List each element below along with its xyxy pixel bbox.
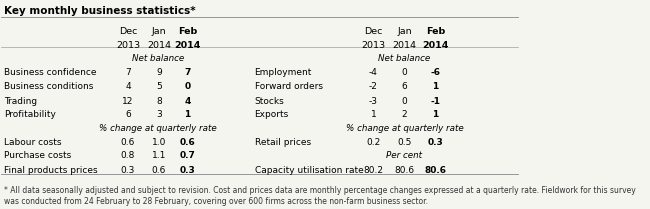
Text: Dec: Dec [119, 27, 137, 36]
Text: 0.3: 0.3 [121, 166, 135, 175]
Text: 1: 1 [432, 82, 439, 91]
Text: 7: 7 [125, 68, 131, 77]
Text: Business conditions: Business conditions [4, 82, 94, 91]
Text: Exports: Exports [255, 110, 289, 119]
Text: 1: 1 [432, 110, 439, 119]
Text: 2014: 2014 [393, 41, 417, 50]
Text: 2: 2 [402, 110, 408, 119]
Text: 6: 6 [402, 82, 408, 91]
Text: 0: 0 [402, 97, 408, 106]
Text: Profitability: Profitability [4, 110, 56, 119]
Text: -3: -3 [369, 97, 378, 106]
Text: 0.2: 0.2 [367, 138, 380, 147]
Text: 2013: 2013 [116, 41, 140, 50]
Text: Feb: Feb [178, 27, 197, 36]
Text: 0.8: 0.8 [121, 151, 135, 160]
Text: 2014: 2014 [174, 41, 201, 50]
Text: 1.0: 1.0 [152, 138, 166, 147]
Text: Net balance: Net balance [131, 54, 184, 63]
Text: Purchase costs: Purchase costs [4, 151, 72, 160]
Text: 4: 4 [125, 82, 131, 91]
Text: -4: -4 [369, 68, 378, 77]
Text: 1: 1 [370, 110, 376, 119]
Text: Trading: Trading [4, 97, 37, 106]
Text: -1: -1 [430, 97, 441, 106]
Text: 80.2: 80.2 [363, 166, 383, 175]
Text: Dec: Dec [364, 27, 383, 36]
Text: 4: 4 [184, 97, 190, 106]
Text: 2014: 2014 [422, 41, 448, 50]
Text: 1.1: 1.1 [152, 151, 166, 160]
Text: % change at quarterly rate: % change at quarterly rate [346, 124, 463, 133]
Text: Employment: Employment [255, 68, 312, 77]
Text: 6: 6 [125, 110, 131, 119]
Text: 7: 7 [184, 68, 190, 77]
Text: 9: 9 [156, 68, 162, 77]
Text: 2013: 2013 [361, 41, 385, 50]
Text: Capacity utilisation rate: Capacity utilisation rate [255, 166, 363, 175]
Text: -2: -2 [369, 82, 378, 91]
Text: Jan: Jan [397, 27, 411, 36]
Text: Jan: Jan [151, 27, 166, 36]
Text: Retail prices: Retail prices [255, 138, 311, 147]
Text: 0.6: 0.6 [152, 166, 166, 175]
Text: 2014: 2014 [147, 41, 171, 50]
Text: 0.3: 0.3 [179, 166, 195, 175]
Text: 80.6: 80.6 [424, 166, 447, 175]
Text: 0: 0 [402, 68, 408, 77]
Text: 0.6: 0.6 [121, 138, 135, 147]
Text: 80.6: 80.6 [395, 166, 415, 175]
Text: Key monthly business statistics*: Key monthly business statistics* [4, 6, 196, 16]
Text: -6: -6 [430, 68, 441, 77]
Text: 12: 12 [122, 97, 134, 106]
Text: % change at quarterly rate: % change at quarterly rate [99, 124, 216, 133]
Text: 3: 3 [156, 110, 162, 119]
Text: 0.6: 0.6 [179, 138, 195, 147]
Text: Labour costs: Labour costs [4, 138, 62, 147]
Text: * All data seasonally adjusted and subject to revision. Cost and prices data are: * All data seasonally adjusted and subje… [4, 186, 636, 205]
Text: 5: 5 [156, 82, 162, 91]
Text: 0.5: 0.5 [397, 138, 411, 147]
Text: Business confidence: Business confidence [4, 68, 96, 77]
Text: Per cent: Per cent [386, 151, 422, 160]
Text: 1: 1 [185, 110, 190, 119]
Text: Final products prices: Final products prices [4, 166, 98, 175]
Text: Stocks: Stocks [255, 97, 284, 106]
Text: 0.3: 0.3 [428, 138, 443, 147]
Text: 0.7: 0.7 [179, 151, 196, 160]
Text: 0: 0 [185, 82, 190, 91]
Text: Net balance: Net balance [378, 54, 430, 63]
Text: 8: 8 [156, 97, 162, 106]
Text: Forward orders: Forward orders [255, 82, 322, 91]
Text: Feb: Feb [426, 27, 445, 36]
